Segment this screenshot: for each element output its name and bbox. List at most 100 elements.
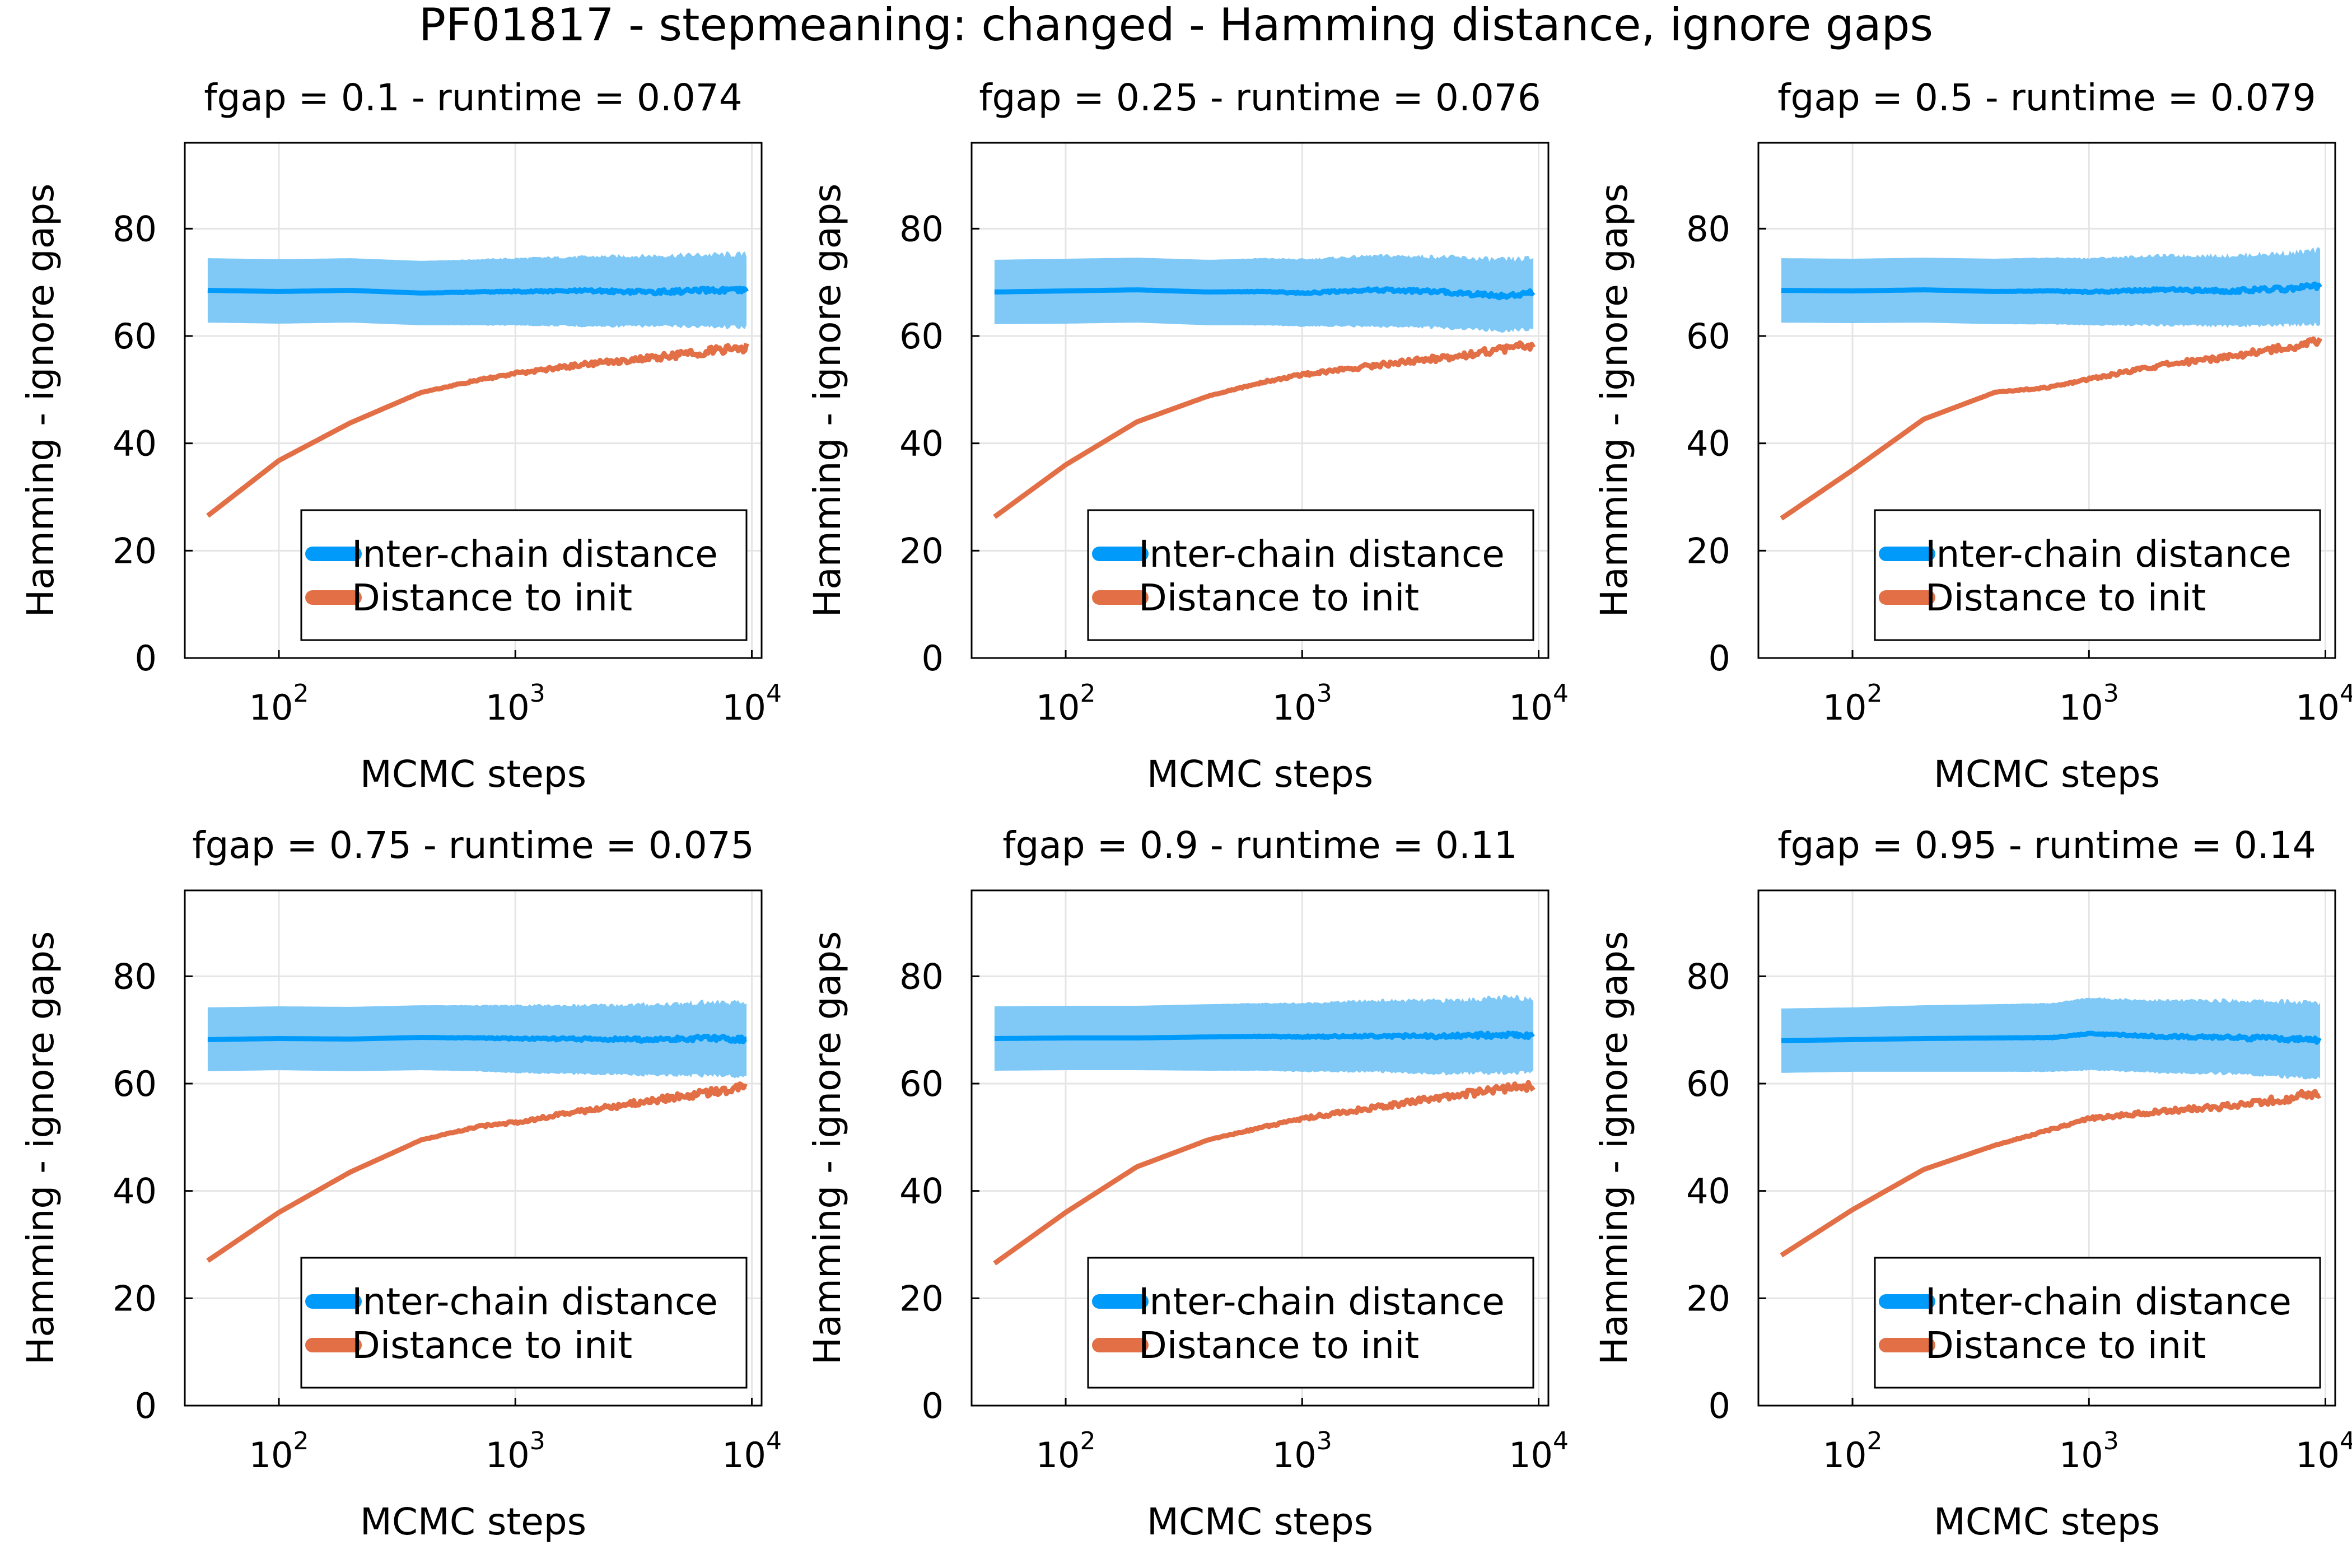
- x-tick-exponent: 2: [1080, 1427, 1095, 1455]
- y-tick-label: 80: [1686, 208, 1730, 249]
- x-tick-base: 10: [486, 687, 530, 728]
- x-tick-label: 104: [2295, 679, 2352, 728]
- legend-label: Distance to init: [1925, 1324, 2206, 1367]
- y-tick-label: 80: [113, 956, 157, 997]
- y-tick-label: 0: [135, 1385, 157, 1426]
- distance-to-init-line: [206, 343, 749, 518]
- x-tick-base: 10: [1509, 1435, 1553, 1476]
- y-tick-label: 20: [113, 530, 157, 571]
- x-tick-label: 104: [2295, 1427, 2352, 1476]
- inter-chain-line: [1780, 1030, 2322, 1045]
- x-axis-label: MCMC steps: [1147, 1500, 1373, 1543]
- x-tick-base: 10: [2295, 1435, 2340, 1476]
- legend-label: Inter-chain distance: [1925, 1280, 2292, 1323]
- legend-label: Distance to init: [352, 576, 632, 619]
- y-tick-label: 80: [1686, 956, 1730, 997]
- y-tick-label: 20: [1686, 530, 1730, 571]
- x-axis-label: MCMC steps: [1934, 753, 2160, 796]
- x-tick-base: 10: [486, 1435, 530, 1476]
- y-axis-label: Hamming - ignore gaps: [19, 184, 62, 618]
- y-tick-label: 60: [113, 316, 157, 357]
- y-tick-label: 40: [1686, 1171, 1730, 1212]
- x-tick-exponent: 4: [1553, 679, 1569, 708]
- inter-chain-line: [207, 286, 749, 297]
- subplot-3: fgap = 0.5 - runtime = 0.079020406080102…: [1593, 76, 2352, 796]
- y-tick-label: 0: [1709, 1385, 1730, 1426]
- subplot-title: fgap = 0.1 - runtime = 0.074: [204, 76, 743, 119]
- x-tick-label: 102: [1823, 1427, 1883, 1476]
- legend-label: Distance to init: [1138, 1324, 1419, 1367]
- x-tick-exponent: 4: [766, 1427, 782, 1455]
- legend-box: [1087, 1257, 1534, 1389]
- x-tick-exponent: 3: [2103, 1427, 2119, 1455]
- x-tick-exponent: 4: [2340, 1427, 2352, 1455]
- y-axis-label: Hamming - ignore gaps: [806, 931, 849, 1365]
- x-tick-exponent: 2: [293, 1427, 309, 1455]
- legend-label: Distance to init: [1138, 576, 1419, 619]
- x-tick-label: 102: [1823, 679, 1883, 728]
- x-tick-base: 10: [2295, 687, 2340, 728]
- x-tick-label: 104: [1509, 1427, 1569, 1476]
- distance-to-init-line: [993, 340, 1536, 519]
- plot-frame: [1757, 142, 2336, 659]
- x-tick-label: 102: [249, 679, 309, 728]
- legend-label: Inter-chain distance: [352, 533, 718, 576]
- distance-to-init-line: [1780, 336, 2323, 521]
- x-tick-exponent: 4: [2340, 679, 2352, 708]
- legend-label: Inter-chain distance: [1925, 533, 2292, 576]
- subplot-title: fgap = 0.9 - runtime = 0.11: [1002, 824, 1518, 867]
- y-axis-label: Hamming - ignore gaps: [806, 184, 849, 618]
- y-tick-label: 20: [899, 1278, 944, 1319]
- x-tick-base: 10: [722, 1435, 766, 1476]
- y-tick-label: 80: [113, 208, 157, 249]
- plot-frame: [1757, 889, 2336, 1407]
- y-tick-label: 40: [899, 1171, 944, 1212]
- inter-chain-line: [1780, 281, 2322, 296]
- y-tick-label: 80: [899, 956, 944, 997]
- x-tick-label: 103: [2059, 1427, 2119, 1476]
- x-tick-exponent: 2: [293, 679, 309, 708]
- x-tick-label: 103: [486, 1427, 545, 1476]
- inter-chain-band: [1781, 247, 2321, 328]
- distance-to-init-line: [1780, 1089, 2321, 1258]
- inter-chain-line: [993, 286, 1536, 301]
- legend-box: [1874, 509, 2321, 641]
- x-tick-exponent: 2: [1866, 1427, 1882, 1455]
- x-tick-label: 102: [1036, 1427, 1096, 1476]
- x-tick-exponent: 2: [1080, 679, 1095, 708]
- subplot-4: fgap = 0.75 - runtime = 0.075 0 20 40 60 80 10…: [19, 824, 782, 1543]
- x-tick-label: 104: [1509, 679, 1569, 728]
- subplot-1: fgap = 0.1 - runtime = 0.074020406080102…: [19, 76, 782, 796]
- distance-to-init-line: [206, 1081, 748, 1263]
- plot-frame: [970, 142, 1550, 659]
- subplot-title: fgap = 0.25 - runtime = 0.076: [979, 76, 1541, 119]
- inter-chain-line: [993, 1030, 1535, 1041]
- x-axis-label: MCMC steps: [1147, 753, 1373, 796]
- x-tick-base: 10: [2059, 687, 2103, 728]
- x-tick-exponent: 3: [530, 679, 545, 708]
- x-tick-label: 104: [722, 1427, 782, 1476]
- x-tick-exponent: 3: [2103, 679, 2119, 708]
- y-tick-label: 20: [1686, 1278, 1730, 1319]
- distance-to-init-line: [993, 1080, 1536, 1266]
- x-tick-base: 10: [249, 687, 293, 728]
- x-tick-label: 103: [1272, 679, 1332, 728]
- y-tick-label: 60: [1686, 1063, 1730, 1104]
- y-axis-label: Hamming - ignore gaps: [19, 931, 62, 1365]
- legend-label: Inter-chain distance: [1138, 1280, 1505, 1323]
- legend-box: [1087, 509, 1534, 641]
- subplot-title: fgap = 0.95 - runtime = 0.14: [1777, 824, 2316, 867]
- y-tick-label: 40: [1686, 423, 1730, 464]
- x-tick-exponent: 3: [1317, 1427, 1332, 1455]
- x-tick-base: 10: [2059, 1435, 2103, 1476]
- y-tick-label: 40: [113, 423, 157, 464]
- legend-box: [300, 509, 748, 641]
- y-tick-label: 60: [899, 1063, 944, 1104]
- y-axis-label: Hamming - ignore gaps: [1593, 931, 1636, 1365]
- x-tick-exponent: 4: [1553, 1427, 1569, 1455]
